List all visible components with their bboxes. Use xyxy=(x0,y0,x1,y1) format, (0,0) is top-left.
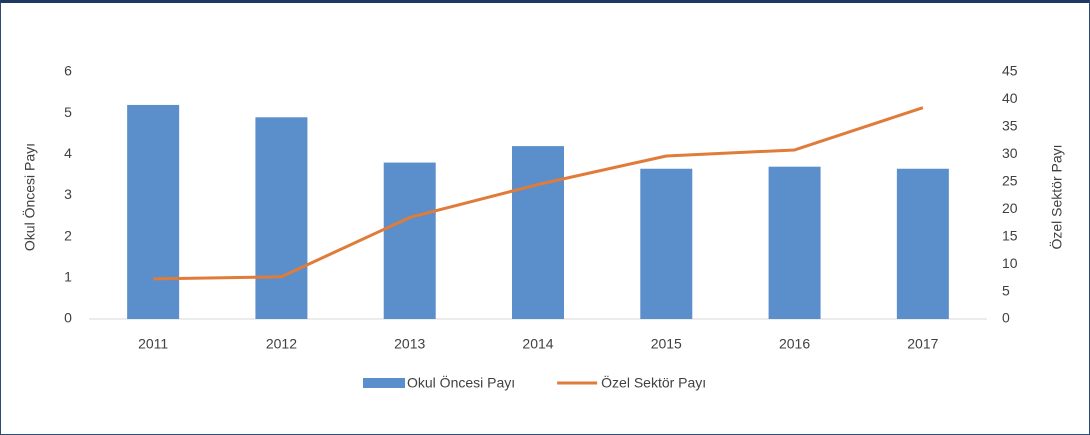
y2-tick-label: 30 xyxy=(1002,145,1018,161)
y2-tick-label: 35 xyxy=(1002,118,1018,134)
x-tick-label: 2017 xyxy=(907,336,938,352)
bar xyxy=(127,104,180,319)
y-axis-title: Okul Öncesi Payı xyxy=(21,143,38,251)
y2-axis-title: Özel Sektör Payı xyxy=(1048,144,1065,249)
y-tick-label: 3 xyxy=(64,186,72,202)
y2-tick-label: 15 xyxy=(1002,227,1018,243)
legend-label: Özel Sektör Payı xyxy=(601,374,706,391)
y-tick-label: 4 xyxy=(64,145,72,161)
x-tick-label: 2015 xyxy=(651,336,682,352)
y2-tick-label: 10 xyxy=(1002,255,1018,271)
y2-tick-label: 20 xyxy=(1002,200,1018,216)
y-tick-label: 1 xyxy=(64,269,72,285)
x-tick-label: 2014 xyxy=(522,336,553,352)
y2-tick-label: 40 xyxy=(1002,90,1018,106)
x-tick-label: 2012 xyxy=(266,336,297,352)
y-tick-label: 2 xyxy=(64,227,72,243)
x-tick-label: 2016 xyxy=(779,336,810,352)
bar xyxy=(383,162,436,319)
bar xyxy=(896,168,949,319)
legend-label: Okul Öncesi Payı xyxy=(407,374,515,391)
y2-tick-label: 5 xyxy=(1002,282,1010,298)
y2-tick-label: 25 xyxy=(1002,172,1018,188)
y2-tick-label: 0 xyxy=(1002,310,1010,326)
x-tick-label: 2013 xyxy=(394,336,425,352)
chart: Okul Öncesi Payı Özel Sektör Payı 012345… xyxy=(21,63,1065,391)
y-tick-label: 0 xyxy=(64,310,72,326)
bar xyxy=(255,117,308,320)
bar xyxy=(768,166,821,319)
bar xyxy=(512,146,564,319)
y-tick-label: 5 xyxy=(64,104,72,120)
legend-swatch xyxy=(363,378,405,388)
bar xyxy=(640,168,693,319)
y-tick-label: 6 xyxy=(64,63,72,79)
x-tick-label: 2011 xyxy=(138,336,168,352)
y2-tick-label: 45 xyxy=(1002,63,1018,79)
line xyxy=(153,106,924,281)
